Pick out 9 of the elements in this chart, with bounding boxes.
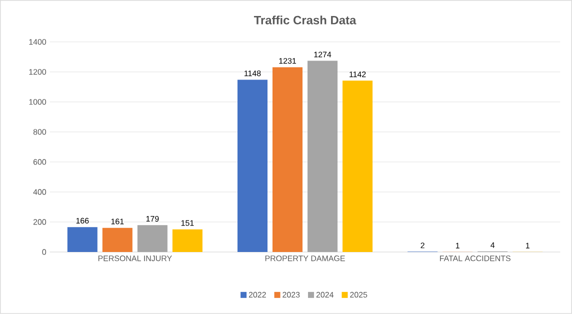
bar	[172, 229, 202, 252]
chart-title: Traffic Crash Data	[254, 16, 356, 24]
bar	[308, 60, 338, 252]
bar	[102, 228, 132, 252]
bar	[137, 225, 168, 252]
bar	[342, 80, 373, 252]
bar	[272, 67, 303, 252]
bar	[67, 227, 98, 252]
bar	[237, 80, 268, 252]
